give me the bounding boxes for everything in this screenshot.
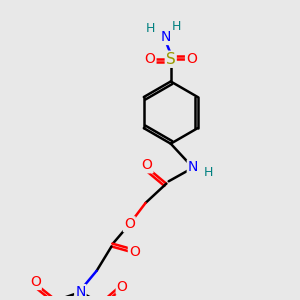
Text: H: H: [172, 20, 181, 33]
Text: N: N: [75, 285, 85, 299]
Text: S: S: [166, 52, 175, 67]
Text: O: O: [124, 217, 135, 231]
Text: H: H: [145, 22, 155, 35]
Text: O: O: [186, 52, 197, 66]
Text: H: H: [204, 166, 213, 179]
Text: O: O: [129, 245, 140, 259]
Text: O: O: [142, 158, 152, 172]
Text: O: O: [30, 275, 41, 289]
Text: O: O: [117, 280, 128, 294]
Text: N: N: [188, 160, 198, 174]
Text: N: N: [160, 30, 171, 44]
Text: O: O: [145, 52, 155, 66]
